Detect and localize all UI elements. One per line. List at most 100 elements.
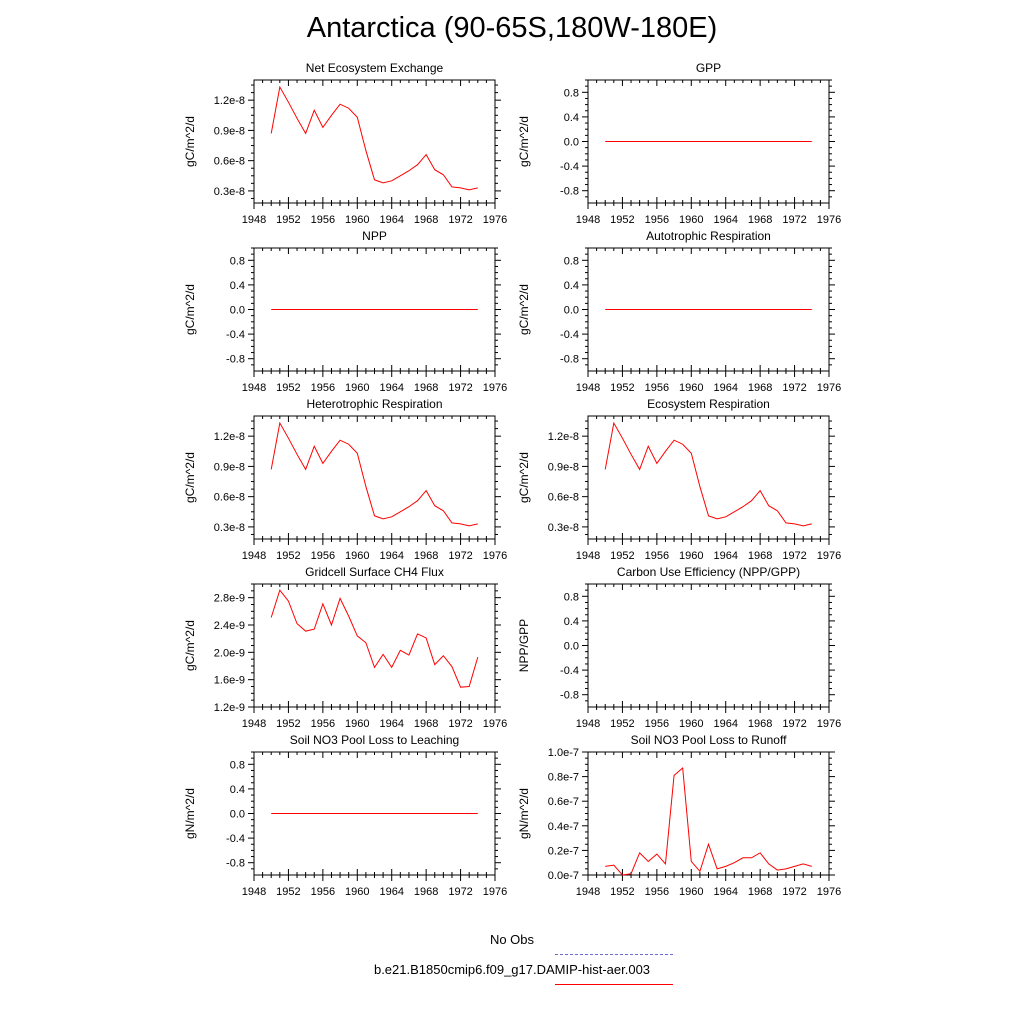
x-tick-label: 1972 [448, 886, 472, 898]
series-line-1 [270, 589, 479, 688]
panel-1: Net Ecosystem Exchange gC/m^2/d 1948 1952 19… [183, 61, 507, 226]
y-tick-label: 0.0 [564, 641, 579, 653]
panel-9: Soil NO3 Pool Loss to Leaching gN/m^2/d 19… [183, 733, 507, 898]
y-tick-label: 1.2e-8 [214, 431, 245, 443]
y-tick-label: -0.8 [560, 186, 579, 198]
x-tick-label: 1956 [645, 718, 669, 730]
panel-5: Heterotrophic Respiration gC/m^2/d 1948 195… [183, 397, 507, 562]
x-tick-label: 1976 [817, 886, 841, 898]
x-tick-label: 1976 [817, 214, 841, 226]
panel-3: NPP gC/m^2/d 1948 1952 1956 1960 1964 1968 1972 1… [183, 229, 507, 394]
x-tick-label: 1972 [782, 886, 806, 898]
x-tick-label: 1968 [748, 214, 772, 226]
x-tick-label: 1972 [782, 382, 806, 394]
y-tick-label: 0.8 [564, 255, 579, 267]
y-axis-label: gC/m^2/d [517, 116, 531, 167]
x-tick-label: 1968 [748, 550, 772, 562]
x-tick-label: 1964 [713, 550, 737, 562]
x-tick-label: 1964 [713, 382, 737, 394]
y-tick-label: 0.8 [564, 87, 579, 99]
x-tick-label: 1952 [276, 382, 300, 394]
panel-10: Soil NO3 Pool Loss to Runoff gN/m^2/d 1948… [517, 733, 841, 898]
x-tick-label: 1976 [817, 718, 841, 730]
legend-run-label: b.e21.B1850cmip6.f09_g17.DAMIP-hist-aer.… [373, 962, 651, 977]
x-tick-label: 1956 [645, 886, 669, 898]
y-axis-label: gC/m^2/d [183, 116, 197, 167]
y-tick-label: -0.4 [560, 665, 579, 677]
x-tick-label: 1972 [448, 550, 472, 562]
x-tick-label: 1952 [276, 886, 300, 898]
legend-obs-line [555, 954, 673, 955]
panel-title: Soil NO3 Pool Loss to Runoff [631, 733, 788, 747]
x-tick-label: 1956 [311, 214, 335, 226]
x-tick-label: 1976 [483, 886, 507, 898]
y-axis-label: gC/m^2/d [517, 452, 531, 503]
x-tick-label: 1960 [679, 382, 703, 394]
y-axis-label: gN/m^2/d [183, 788, 197, 839]
panel-title: NPP [362, 229, 387, 243]
x-tick-label: 1960 [345, 718, 369, 730]
panel-2: GPP gC/m^2/d 1948 1952 1956 1960 1964 1968 1972 1… [517, 61, 841, 226]
y-tick-label: 0.9e-8 [214, 461, 245, 473]
x-tick-label: 1948 [242, 718, 266, 730]
panel-4: Autotrophic Respiration gC/m^2/d 1948 1952 1… [517, 229, 841, 394]
x-tick-label: 1964 [379, 550, 403, 562]
series-line-1 [605, 766, 812, 876]
y-tick-label: -0.4 [560, 161, 579, 173]
x-tick-label: 1976 [483, 214, 507, 226]
x-tick-label: 1952 [276, 214, 300, 226]
y-tick-label: 0.6e-7 [548, 796, 579, 808]
page-title: Antarctica (90-65S,180W-180E) [306, 12, 718, 44]
x-tick-label: 1968 [414, 550, 438, 562]
x-tick-label: 1948 [242, 382, 266, 394]
x-tick-label: 1956 [311, 886, 335, 898]
x-tick-label: 1968 [414, 886, 438, 898]
x-tick-label: 1976 [483, 382, 507, 394]
y-tick-label: -0.8 [226, 354, 245, 366]
legend-run-line [555, 984, 673, 985]
x-tick-label: 1948 [576, 382, 600, 394]
x-tick-label: 1964 [379, 214, 403, 226]
panel-8: Carbon Use Efficiency (NPP/GPP) NPP/GPP 19… [517, 565, 841, 730]
legend-obs-label: No Obs [489, 932, 535, 947]
x-tick-label: 1956 [311, 718, 335, 730]
plot-frame [253, 583, 496, 708]
panel-6: Ecosystem Respiration gC/m^2/d 1948 1952 195… [517, 397, 841, 562]
y-tick-label: 0.0 [230, 809, 245, 821]
y-tick-label: 1.6e-9 [214, 675, 245, 687]
y-tick-label: 0.4 [230, 280, 245, 292]
y-tick-label: -0.8 [226, 858, 245, 870]
y-tick-label: 0.6e-8 [548, 492, 579, 504]
x-tick-label: 1964 [713, 718, 737, 730]
y-tick-label: 0.9e-8 [548, 461, 579, 473]
y-axis-label: gC/m^2/d [183, 620, 197, 671]
y-axis-label: gC/m^2/d [183, 284, 197, 335]
panel-title: Gridcell Surface CH4 Flux [305, 565, 444, 579]
y-tick-label: 0.8 [564, 591, 579, 603]
y-axis-label: gC/m^2/d [183, 452, 197, 503]
panel-title: Ecosystem Respiration [647, 397, 770, 411]
x-tick-label: 1976 [817, 550, 841, 562]
x-tick-label: 1960 [345, 886, 369, 898]
x-tick-label: 1960 [679, 886, 703, 898]
panel-title: Net Ecosystem Exchange [306, 61, 444, 75]
x-tick-label: 1972 [448, 382, 472, 394]
panel-title: GPP [696, 61, 721, 75]
y-tick-label: 0.0 [230, 305, 245, 317]
x-tick-label: 1976 [483, 718, 507, 730]
x-tick-label: 1976 [483, 550, 507, 562]
series-line-1 [270, 421, 478, 527]
x-tick-label: 1972 [448, 214, 472, 226]
x-tick-label: 1948 [576, 886, 600, 898]
y-tick-label: 0.4 [564, 616, 579, 628]
y-tick-label: 1.2e-8 [214, 95, 245, 107]
y-tick-label: 0.2e-7 [548, 845, 579, 857]
x-tick-label: 1952 [610, 550, 634, 562]
x-tick-label: 1964 [713, 214, 737, 226]
x-tick-label: 1964 [379, 718, 403, 730]
x-tick-label: 1960 [679, 718, 703, 730]
x-tick-label: 1952 [610, 886, 634, 898]
y-tick-label: 0.3e-8 [214, 186, 245, 198]
x-tick-label: 1948 [576, 718, 600, 730]
